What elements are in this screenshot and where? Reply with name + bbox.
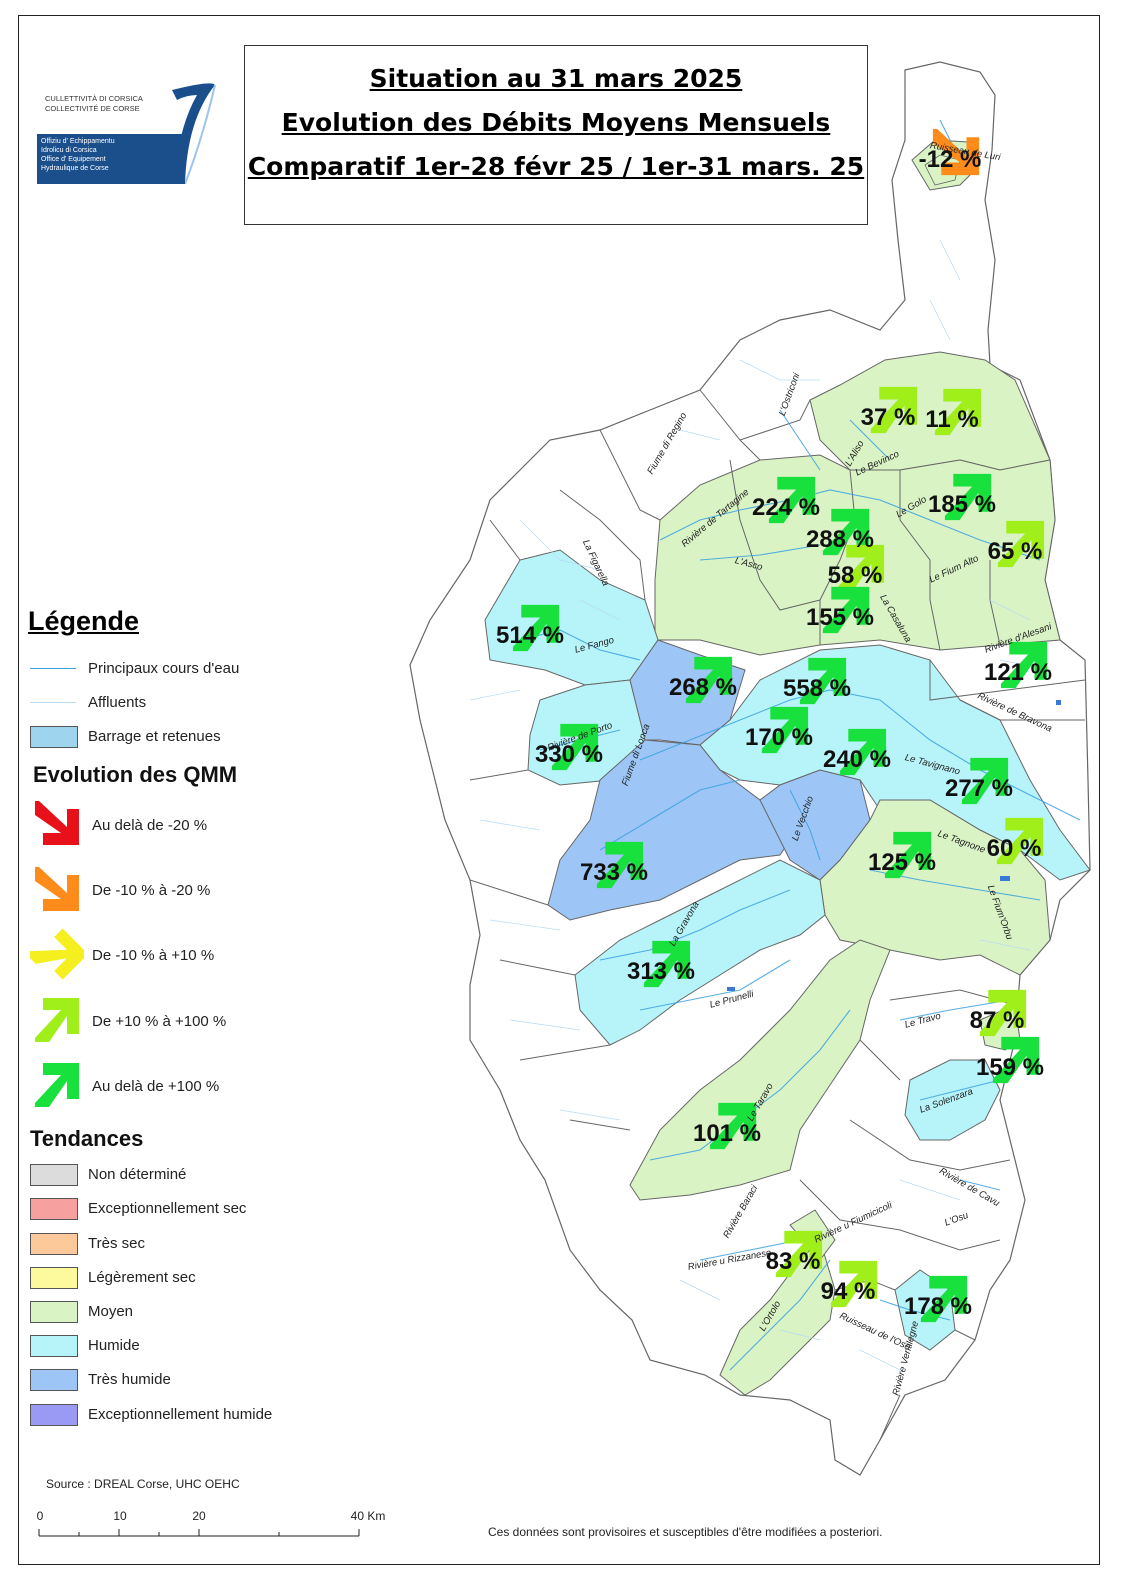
logo-line-3: Offiziu d' Echippamentu [41, 138, 115, 145]
station-value: 155 % [805, 604, 875, 631]
oehc-logo: CULLETTIVITÀ DI CORSICA COLLECTIVITÉ DE … [37, 80, 217, 184]
title-line-1: Situation au 31 mars 2025 [369, 64, 743, 93]
station-value: 94 % [820, 1278, 876, 1305]
scale-bar [38, 1529, 360, 1537]
station-value: 313 % [626, 958, 696, 985]
tendance-swatch-6 [30, 1335, 78, 1357]
qmm-item-2: De -10 % à -20 % [92, 882, 211, 899]
logo-line-4: Idrolicu di Corsica [41, 147, 97, 154]
tendance-swatch-5 [30, 1301, 78, 1323]
basin-gravona [574, 859, 826, 1046]
arrow-right-yellow-icon [30, 927, 84, 981]
legend-main-river-line [30, 668, 76, 669]
tendance-swatch-2 [30, 1198, 78, 1220]
station-value: 514 % [495, 622, 565, 649]
map-frame [18, 15, 1100, 1565]
station-value: 159 % [975, 1054, 1045, 1081]
station-value: 224 % [751, 494, 821, 521]
qmm-item-3: De -10 % à +10 % [92, 947, 215, 964]
tendance-item-3: Très sec [88, 1235, 145, 1252]
tendance-item-8: Exceptionnellement humide [88, 1406, 273, 1423]
scale-label-0: 0 [36, 1509, 44, 1523]
qmm-item-5: Au delà de +100 % [92, 1078, 220, 1095]
logo-line-2: COLLECTIVITÉ DE CORSE [45, 104, 140, 113]
tendance-item-1: Non déterminé [88, 1166, 187, 1183]
tendance-swatch-1 [30, 1164, 78, 1186]
scale-label-20: 20 [192, 1509, 206, 1523]
station-value: 558 % [782, 675, 852, 702]
station-value: 170 % [744, 724, 814, 751]
arrow-down-orange-icon [35, 867, 79, 911]
station-value: 125 % [867, 849, 937, 876]
scale-label-10: 10 [113, 1509, 127, 1523]
basin-solenzara [904, 1059, 1001, 1141]
station-value: 733 % [579, 859, 649, 886]
source-text: Source : DREAL Corse, UHC OEHC [46, 1477, 240, 1491]
logo-line-1: CULLETTIVITÀ DI CORSICA [45, 94, 143, 103]
station-value: 60 % [986, 835, 1042, 862]
station-value: 268 % [668, 674, 738, 701]
station-value: 288 % [805, 526, 875, 553]
legend-reservoirs: Barrage et retenues [88, 728, 221, 745]
station-value: 101 % [692, 1120, 762, 1147]
station-value: 121 % [983, 659, 1053, 686]
station-value: 277 % [944, 775, 1014, 802]
station-value: -12 % [918, 146, 982, 173]
tendance-swatch-7 [30, 1369, 78, 1391]
station-value: 65 % [987, 538, 1043, 565]
basin-taravo [629, 939, 891, 1201]
station-value: 178 % [903, 1293, 973, 1320]
disclaimer-note: Ces données sont provisoires et suscepti… [488, 1525, 883, 1539]
station-value: 83 % [765, 1248, 821, 1275]
tendance-item-2: Exceptionnellement sec [88, 1200, 247, 1217]
legend-title: Légende [28, 606, 140, 636]
tendance-item-7: Très humide [88, 1371, 171, 1388]
tendance-swatch-3 [30, 1233, 78, 1255]
logo-line-6: Hydraulique de Corse [41, 165, 109, 172]
scale-label-40: 40 Km [350, 1509, 386, 1523]
main-rivers [519, 119, 1081, 1371]
station-value: 87 % [969, 1007, 1025, 1034]
tendance-item-5: Moyen [88, 1303, 134, 1320]
legend-tributaries: Affluents [88, 694, 147, 711]
tendance-item-4: Légèrement sec [88, 1269, 196, 1286]
station-value: 58 % [827, 562, 883, 589]
tendance-swatch-8 [30, 1404, 78, 1426]
logo-line-5: Office d' Equipement [41, 156, 106, 163]
station-value: 240 % [822, 746, 892, 773]
legend-reservoir-swatch [30, 726, 78, 748]
legend-main-rivers: Principaux cours d'eau [88, 660, 240, 677]
legend-tributary-line [30, 702, 76, 703]
station-value: 11 % [925, 406, 979, 433]
arrow-up-green-icon [35, 1063, 79, 1107]
tendance-item-6: Humide [88, 1337, 140, 1354]
station-value: 330 % [534, 741, 604, 768]
station-value: 185 % [927, 491, 997, 518]
qmm-item-1: Au delà de -20 % [92, 817, 208, 834]
qmm-title: Evolution des QMM [33, 762, 238, 787]
title-box: Situation au 31 mars 2025 Evolution des … [244, 45, 868, 225]
tendances-title: Tendances [30, 1126, 144, 1151]
title-line-2: Evolution des Débits Moyens Mensuels [281, 108, 831, 137]
title-line-3: Comparatif 1er-28 févr 25 / 1er-31 mars.… [247, 152, 865, 181]
arrow-up-lightgreen-icon [35, 998, 79, 1042]
reservoirs [727, 700, 1061, 991]
qmm-item-4: De +10 % à +100 % [92, 1013, 227, 1030]
station-value: 37 % [860, 404, 916, 431]
arrow-down-red-icon [35, 801, 79, 845]
tendance-swatch-4 [30, 1267, 78, 1289]
